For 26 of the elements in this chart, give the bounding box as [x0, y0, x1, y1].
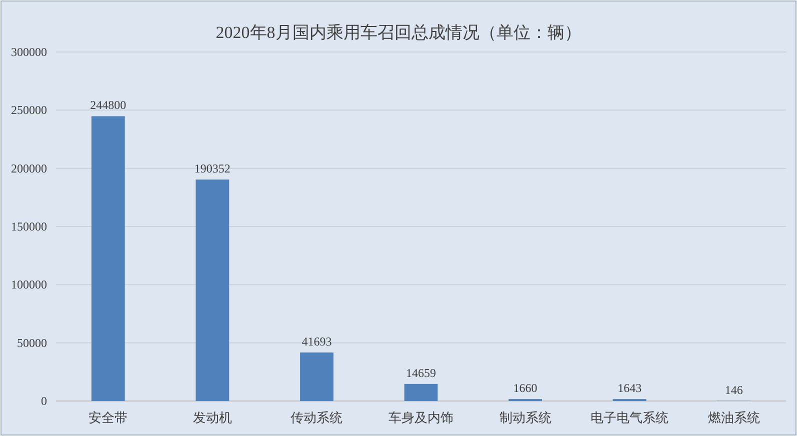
data-label: 190352 [194, 162, 230, 176]
data-label: 1660 [513, 381, 538, 396]
y-tick-label: 200000 [11, 161, 47, 176]
x-tick-label: 发动机 [192, 411, 232, 426]
bar [196, 180, 230, 401]
data-label: 146 [724, 382, 743, 397]
data-label: 14659 [406, 366, 436, 380]
y-tick-label: 50000 [17, 336, 47, 350]
x-tick-label: 车身及内饰 [388, 411, 454, 426]
data-label: 244800 [90, 98, 126, 112]
y-tick-label: 300000 [11, 45, 47, 59]
y-tick-label: 150000 [11, 220, 47, 234]
bar [91, 116, 125, 401]
chart-title: 2020年8月国内乘用车召回总成情况（单位：辆） [216, 23, 582, 42]
x-tick-label: 安全带 [88, 410, 128, 426]
x-tick-label: 制动系统 [499, 411, 552, 426]
data-label: 41693 [302, 334, 332, 348]
x-tick-label: 燃油系统 [708, 411, 760, 426]
x-tick-label: 传动系统 [290, 411, 343, 426]
data-label: 1643 [618, 381, 642, 396]
bar [404, 384, 438, 401]
y-tick-label: 100000 [11, 278, 47, 292]
bar [300, 352, 334, 401]
y-tick-label: 0 [41, 394, 47, 408]
x-tick-label: 电子电气系统 [590, 411, 669, 426]
y-tick-label: 250000 [11, 103, 47, 118]
